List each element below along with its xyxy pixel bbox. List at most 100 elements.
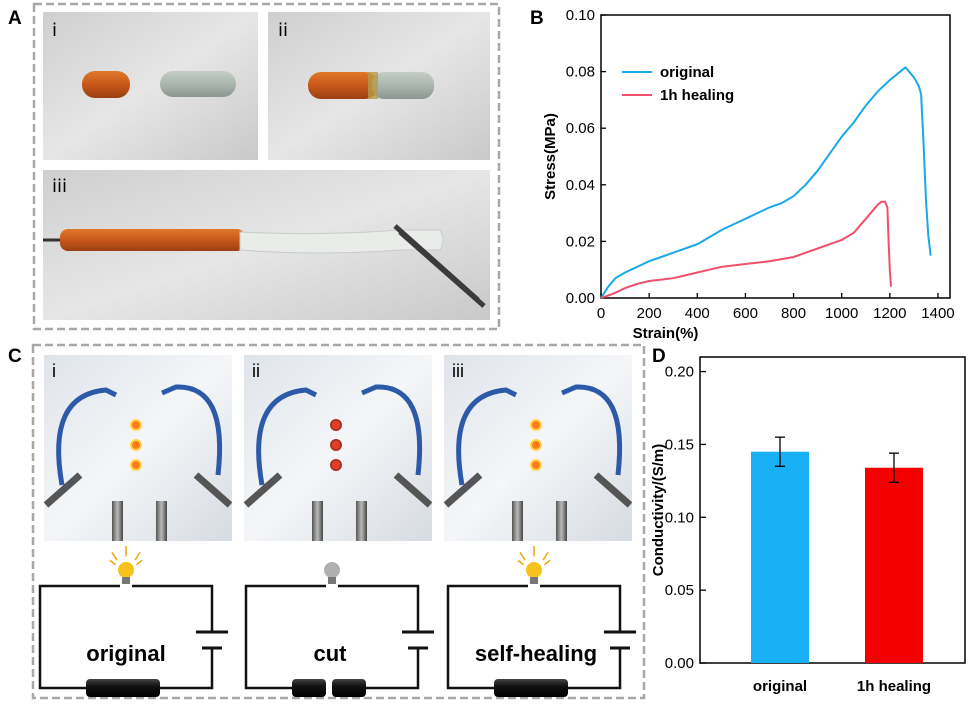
- wire-right: [561, 384, 623, 476]
- x-tick-label-b: 1400: [921, 305, 954, 322]
- plot-frame-b: [600, 14, 951, 299]
- circuit-demonstration: i original ii cut iii self-healing: [38, 355, 636, 697]
- y-tick-label-b: 0.10: [566, 7, 595, 24]
- hydrogel-cut-left: [292, 679, 326, 697]
- circuit-label-3: self-healing: [475, 641, 597, 666]
- panel-a-letter: A: [8, 8, 22, 29]
- x-tick-label-b: 600: [733, 305, 758, 322]
- orange-hydrogel-joined: [308, 72, 378, 99]
- y-axis-label-b: Stress(MPa): [542, 113, 559, 200]
- light-bulb-icon: [526, 562, 542, 578]
- electrode-right: [556, 501, 567, 541]
- circuit-wire-bottom-right: [568, 648, 622, 690]
- y-tick-label-d: 0.10: [665, 509, 694, 526]
- orange-hydrogel-sample: [82, 71, 130, 98]
- bulb-base: [328, 577, 336, 584]
- bulb-glow-ray: [542, 551, 549, 561]
- y-tick-label-d: 0.20: [665, 364, 694, 381]
- grey-hydrogel-joined: [372, 72, 434, 99]
- circuit-wire-left: [38, 584, 120, 690]
- panel-b-letter: B: [530, 8, 544, 29]
- circuit-wire-left: [446, 584, 528, 690]
- y-axis-label-d: Conductivity/(S/m): [650, 444, 667, 577]
- hydrogel-conductor: [494, 679, 568, 697]
- bar-original: [751, 451, 809, 663]
- led-2: [130, 439, 142, 451]
- x-tick-label-b: 200: [637, 305, 662, 322]
- bar-healing: [865, 467, 923, 663]
- electrode-right: [156, 501, 167, 541]
- alligator-clip-left: [443, 472, 483, 508]
- label-a-i: i: [52, 20, 57, 41]
- x-tick-label-b: 1000: [825, 305, 858, 322]
- led-2: [330, 439, 342, 451]
- circuit-label-2: cut: [314, 641, 348, 666]
- x-tick-label-b: 400: [685, 305, 710, 322]
- bulb-base: [530, 577, 538, 584]
- panel-a-frame: [32, 2, 501, 331]
- bulb-glow-ray: [135, 559, 143, 566]
- light-bulb-icon: [324, 562, 340, 578]
- label-a-iii: iii: [52, 176, 67, 197]
- photo-a-i: i: [43, 12, 258, 160]
- wire-left: [256, 387, 318, 486]
- circuit-wire-top-right: [132, 584, 214, 632]
- electrode-left: [312, 501, 323, 541]
- stress-strain-chart: 0 200 400 600 800 1000 1200 1400 0.00 0.02 0.04 0.0…: [542, 7, 955, 342]
- series-line-original: [600, 66, 932, 299]
- circuit-wire-bottom-right: [366, 648, 420, 690]
- circuit-wire-top-right: [540, 584, 622, 632]
- y-tick-label-b: 0.00: [566, 290, 595, 307]
- circuit-wire-left: [244, 584, 326, 690]
- hydrogel-conductor: [86, 679, 160, 697]
- wire-left: [456, 387, 518, 486]
- led-1: [530, 419, 542, 431]
- conductivity-bar-chart: 0.00 0.05 0.10 0.15 0.20 Conductivity/(S/m) or…: [650, 356, 966, 695]
- category-label-healing: 1h healing: [857, 678, 931, 695]
- led-2: [530, 439, 542, 451]
- bulb-base: [122, 577, 130, 584]
- x-tick-label-b: 0: [597, 305, 605, 322]
- led-3: [330, 459, 342, 471]
- bulb-glow-ray: [111, 551, 118, 561]
- bulb-glow-ray: [543, 559, 551, 566]
- series-line-healing: [600, 200, 892, 299]
- panel-c-frame: [31, 343, 646, 700]
- y-tick-label-b: 0.06: [566, 120, 595, 137]
- panel-d-letter: D: [652, 346, 666, 367]
- alligator-clip-right: [393, 472, 433, 508]
- alligator-clip-right: [193, 472, 233, 508]
- electrode-left: [512, 501, 523, 541]
- circuit-wire-top-right: [338, 584, 420, 632]
- photo-a-ii: ii: [268, 12, 490, 160]
- led-3: [530, 459, 542, 471]
- alligator-clip-right: [593, 472, 633, 508]
- y-tick-label-d: 0.00: [665, 655, 694, 672]
- photo-a-iii: iii: [43, 170, 490, 320]
- y-tick-label-d: 0.05: [665, 582, 694, 599]
- bulb-glow-ray: [519, 551, 526, 561]
- wire-right: [161, 384, 223, 476]
- led-3: [130, 459, 142, 471]
- circuit-label-1: original: [86, 641, 165, 666]
- hydrogel-cut-right: [332, 679, 366, 697]
- label-c-3: iii: [452, 361, 464, 381]
- x-axis-label-b: Strain(%): [633, 325, 699, 342]
- label-a-ii: ii: [278, 20, 288, 41]
- bulb-glow-ray: [109, 559, 117, 566]
- light-bulb-icon: [118, 562, 134, 578]
- y-tick-label-b: 0.04: [566, 177, 595, 194]
- led-1: [130, 419, 142, 431]
- label-c-1: i: [52, 361, 56, 381]
- alligator-clip-left: [243, 472, 283, 508]
- x-tick-label-b: 1200: [873, 305, 906, 322]
- alligator-clip-left: [43, 472, 83, 508]
- y-tick-label-d: 0.15: [665, 436, 694, 453]
- plot-frame-d: [699, 356, 966, 664]
- grey-hydrogel-sample: [160, 71, 236, 97]
- label-c-2: ii: [252, 361, 260, 381]
- stretched-grey-hydrogel: [239, 229, 444, 254]
- wire-right: [361, 384, 423, 476]
